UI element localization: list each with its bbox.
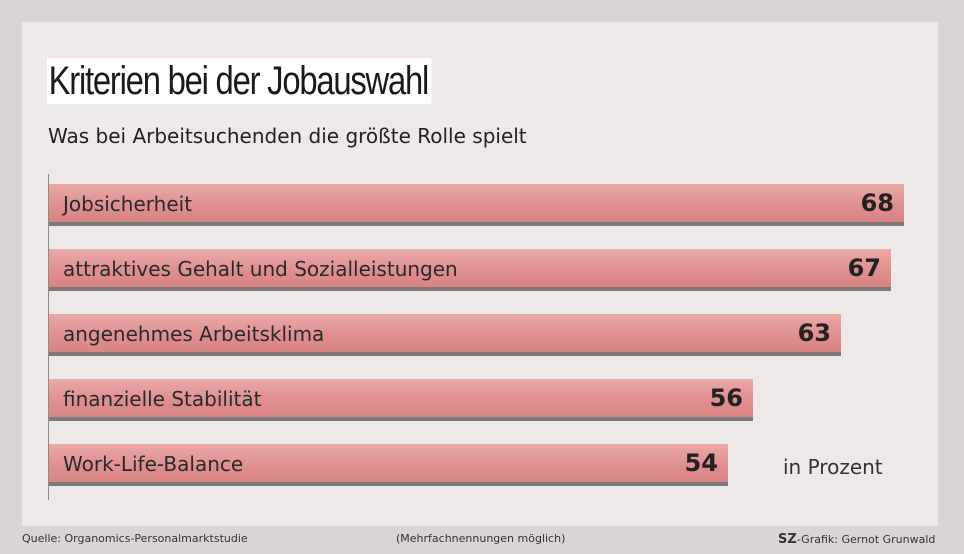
axis-line [48, 174, 49, 500]
brand-label: SZ [778, 532, 797, 547]
credit-label: -Grafik: Gernot Grunwald [796, 533, 936, 546]
value-label: 63 [797, 319, 831, 347]
multiple-answers-note: (Mehrfachnennungen möglich) [396, 532, 566, 545]
chart-title: Kriterien bei der Jobauswahl [47, 58, 432, 104]
value-label: 54 [684, 449, 718, 477]
category-label: finanzielle Stabilität [63, 387, 262, 411]
bar: angenehmes Arbeitsklima 63 [49, 314, 841, 356]
value-label: 68 [860, 189, 894, 217]
category-label: angenehmes Arbeitsklima [63, 322, 325, 346]
category-label: Work-Life-Balance [63, 452, 244, 476]
bar: attraktives Gehalt und Sozialleistungen 6… [49, 249, 891, 291]
source-note: Quelle: Organomics-Personalmarktstudie [22, 532, 248, 545]
value-label: 67 [847, 254, 881, 282]
bar: Work-Life-Balance 54 [49, 444, 728, 486]
category-label: attraktives Gehalt und Sozialleistungen [63, 257, 458, 281]
value-label: 56 [709, 384, 743, 412]
bar: Jobsicherheit 68 [49, 184, 904, 226]
bar: finanzielle Stabilität 56 [49, 379, 753, 421]
chart-subtitle: Was bei Arbeitsuchenden die größte Rolle… [48, 124, 527, 148]
graphic-credit: SZ-Grafik: Gernot Grunwald [778, 532, 935, 547]
unit-label: in Prozent [783, 455, 883, 479]
category-label: Jobsicherheit [63, 192, 193, 216]
